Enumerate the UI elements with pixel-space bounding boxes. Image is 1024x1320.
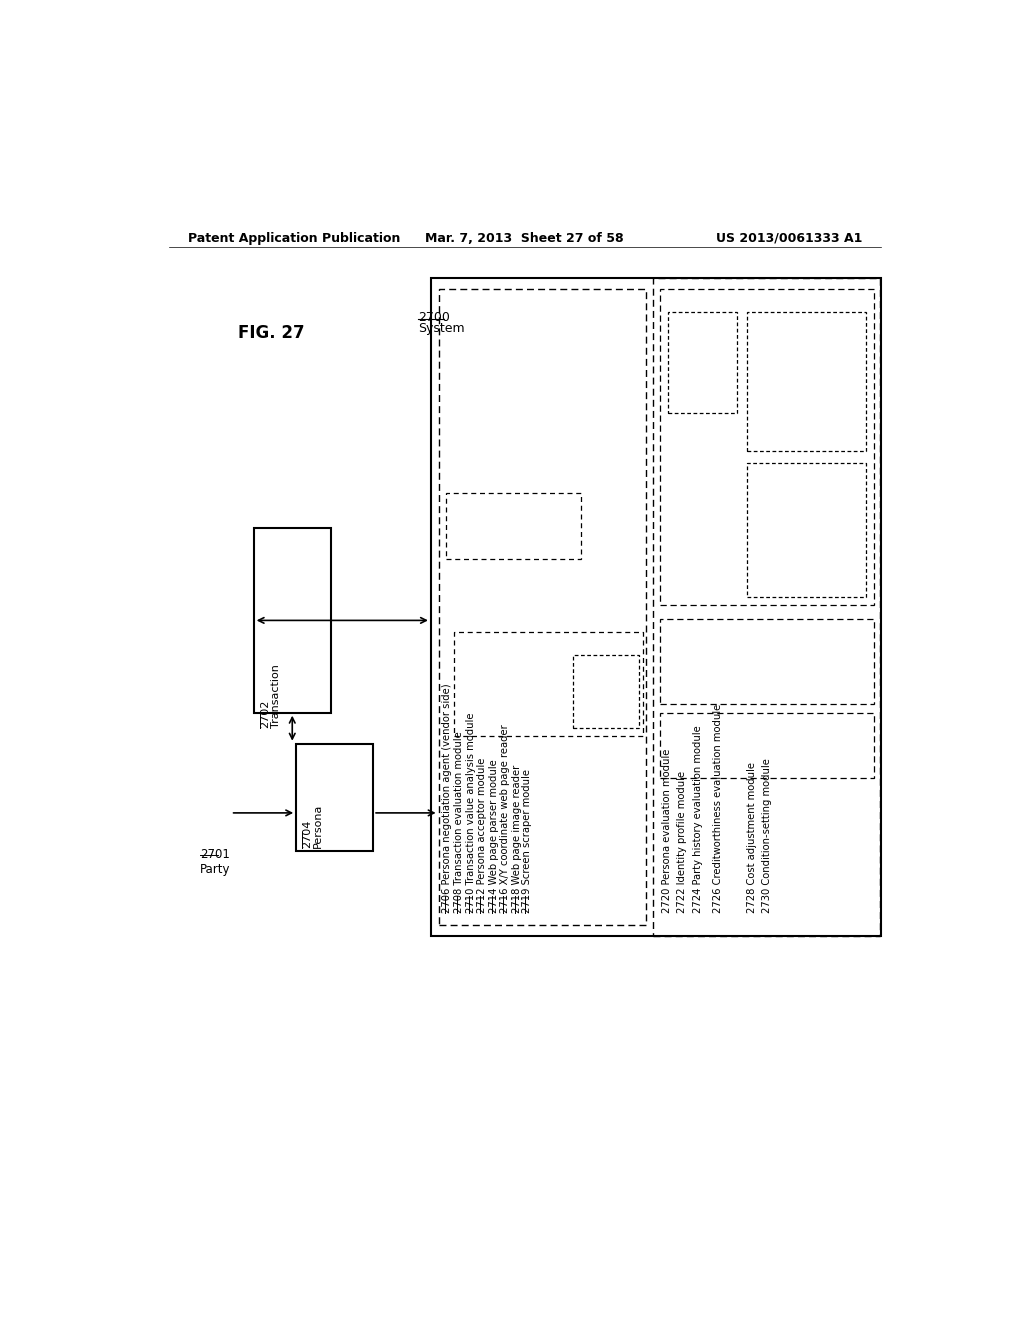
Bar xyxy=(296,743,373,851)
Text: 2702: 2702 xyxy=(260,700,270,729)
Text: US 2013/0061333 A1: US 2013/0061333 A1 xyxy=(716,231,862,244)
Bar xyxy=(431,277,882,936)
Bar xyxy=(652,277,880,936)
Text: 2712 Persona acceptor module: 2712 Persona acceptor module xyxy=(477,758,487,913)
Text: 2704: 2704 xyxy=(302,820,312,847)
Text: Party: Party xyxy=(200,863,230,876)
Text: 2719 Screen scraper module: 2719 Screen scraper module xyxy=(521,770,531,913)
Text: 2708 Transaction evaluation module: 2708 Transaction evaluation module xyxy=(454,731,464,913)
Bar xyxy=(573,655,639,729)
Text: Persona: Persona xyxy=(313,803,323,847)
Bar xyxy=(446,494,581,558)
Text: System: System xyxy=(418,322,465,335)
Bar xyxy=(660,289,874,605)
Bar xyxy=(660,619,874,704)
Bar xyxy=(660,713,874,779)
Bar xyxy=(254,528,331,713)
Text: 2714 Web page parser module: 2714 Web page parser module xyxy=(488,759,499,913)
Text: Patent Application Publication: Patent Application Publication xyxy=(188,231,400,244)
Text: 2722 Identity profile module: 2722 Identity profile module xyxy=(677,771,687,913)
Text: FIG. 27: FIG. 27 xyxy=(239,323,305,342)
Text: Transaction: Transaction xyxy=(270,664,281,729)
Text: 2716 X/Y coordinate web page reader: 2716 X/Y coordinate web page reader xyxy=(500,725,510,913)
Text: 2724 Party history evaluation module: 2724 Party history evaluation module xyxy=(692,725,702,913)
Text: 2700: 2700 xyxy=(418,312,450,323)
Text: 2720 Persona evaluation module: 2720 Persona evaluation module xyxy=(662,748,672,913)
Text: 2718 Web page image reader: 2718 Web page image reader xyxy=(512,764,521,913)
Text: 2706 Persona negotiation agent (vendor side): 2706 Persona negotiation agent (vendor s… xyxy=(442,684,453,913)
Bar xyxy=(746,462,866,598)
Text: 2710 Transaction value analysis module: 2710 Transaction value analysis module xyxy=(466,713,475,913)
Text: 2728 Cost adjustment module: 2728 Cost adjustment module xyxy=(746,762,757,913)
Text: Mar. 7, 2013  Sheet 27 of 58: Mar. 7, 2013 Sheet 27 of 58 xyxy=(426,231,624,244)
Bar xyxy=(438,289,646,924)
Text: 2726 Creditworthiness evaluation module: 2726 Creditworthiness evaluation module xyxy=(713,704,723,913)
Bar xyxy=(668,313,737,412)
Text: 2701: 2701 xyxy=(200,847,229,861)
Text: 2730 Condition-setting module: 2730 Condition-setting module xyxy=(762,758,772,913)
Bar xyxy=(746,313,866,451)
Bar xyxy=(454,632,643,737)
